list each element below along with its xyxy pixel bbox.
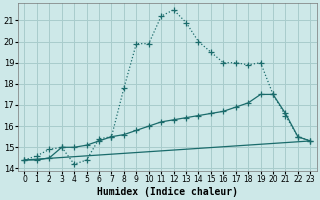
X-axis label: Humidex (Indice chaleur): Humidex (Indice chaleur) [97,186,238,197]
